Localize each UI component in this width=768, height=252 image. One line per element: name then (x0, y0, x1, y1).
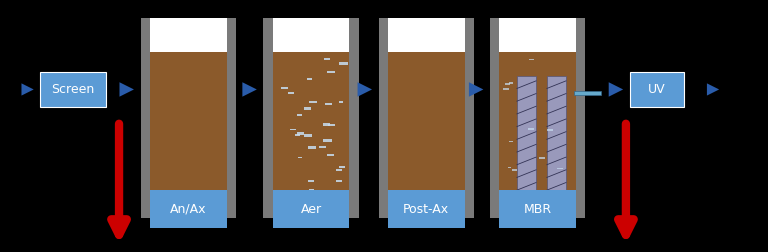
Bar (323, 123, 330, 126)
Bar (499, 52, 576, 207)
Bar (273, 190, 349, 228)
Bar (547, 129, 553, 131)
Bar (294, 134, 300, 136)
Bar (326, 103, 332, 105)
Bar (298, 156, 303, 158)
Bar (290, 201, 300, 206)
Text: Aer: Aer (300, 203, 322, 216)
Bar (332, 201, 341, 206)
Bar (141, 18, 236, 218)
Text: Screen: Screen (51, 83, 94, 96)
Bar (310, 190, 314, 191)
Bar (288, 92, 294, 94)
Bar (336, 169, 342, 171)
Bar (273, 52, 349, 207)
Bar (529, 59, 534, 60)
Bar (319, 146, 326, 148)
Text: An/Ax: An/Ax (170, 203, 207, 216)
Bar (273, 18, 349, 52)
Text: Post-Ax: Post-Ax (403, 203, 449, 216)
Bar (539, 157, 545, 159)
Bar (339, 101, 343, 103)
Bar (326, 154, 333, 156)
Text: UV: UV (648, 83, 665, 96)
Bar (509, 82, 513, 84)
Bar (318, 201, 327, 206)
Bar (308, 180, 314, 182)
Text: MBR: MBR (524, 203, 551, 216)
Bar (308, 146, 316, 149)
Bar (323, 139, 332, 142)
Bar (40, 72, 106, 107)
Bar (574, 91, 601, 95)
Bar (281, 86, 288, 89)
Bar (329, 124, 335, 126)
Bar (504, 88, 509, 90)
Bar (509, 141, 513, 142)
Bar (303, 200, 308, 201)
Bar (290, 129, 296, 131)
Bar (557, 168, 563, 170)
Bar (150, 18, 227, 52)
Bar (307, 78, 312, 80)
Bar (150, 52, 227, 207)
Bar (630, 72, 684, 107)
Bar (547, 76, 566, 203)
Bar (327, 71, 335, 73)
Bar (309, 101, 317, 103)
Bar (512, 169, 518, 171)
Bar (388, 52, 465, 207)
Bar (304, 201, 313, 206)
Bar (379, 18, 474, 218)
Bar (508, 167, 511, 168)
Bar (388, 18, 465, 52)
Bar (339, 62, 348, 65)
Bar (303, 134, 312, 137)
Bar (490, 18, 585, 218)
Bar (296, 114, 302, 116)
Bar (499, 18, 576, 52)
Bar (517, 76, 536, 203)
Bar (528, 128, 535, 130)
Bar (304, 108, 311, 110)
Bar (339, 166, 346, 168)
Bar (499, 190, 576, 228)
Bar (323, 58, 330, 60)
Bar (296, 132, 304, 135)
Bar (301, 190, 306, 192)
Bar (388, 190, 465, 228)
Bar (336, 180, 343, 182)
Bar (337, 196, 344, 198)
Bar (505, 83, 511, 84)
Bar (276, 201, 286, 206)
Bar (263, 18, 359, 218)
Bar (522, 193, 529, 195)
Bar (150, 190, 227, 228)
